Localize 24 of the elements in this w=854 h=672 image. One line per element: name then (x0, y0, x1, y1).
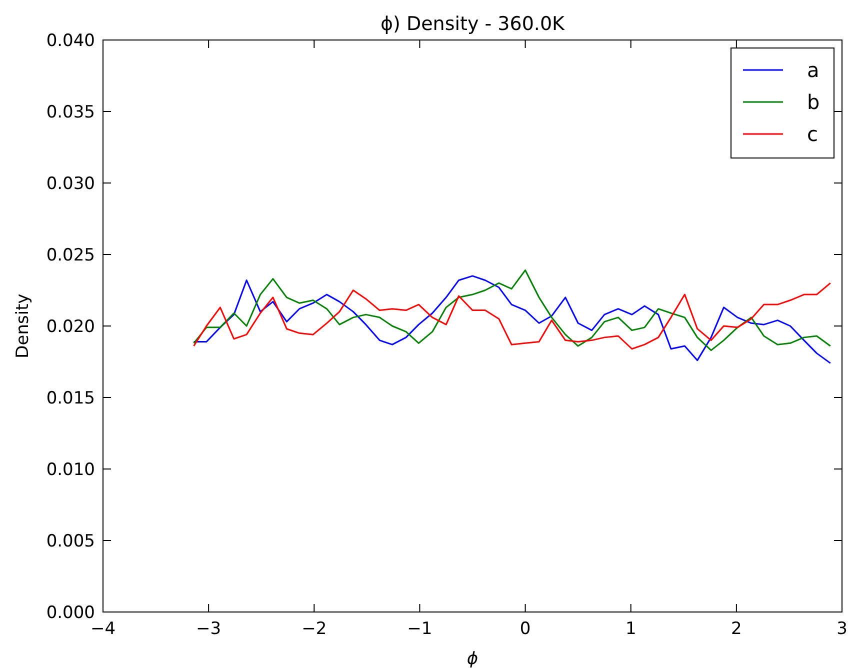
legend-label: c (807, 122, 818, 146)
y-tick-label: 0.025 (46, 245, 95, 266)
line-series (193, 269, 832, 352)
line-series (193, 282, 832, 350)
y-tick-label: 0.035 (46, 102, 95, 122)
y-tick-label: 0.005 (46, 531, 95, 552)
chart-title: ϕ) Density - 360.0K (380, 13, 566, 35)
x-tick-label: 1 (625, 619, 636, 639)
x-tick-label: −3 (196, 619, 222, 639)
x-axis-title: ϕ (466, 649, 478, 669)
y-tick-label: 0.030 (46, 174, 95, 194)
x-tick-label: 2 (731, 619, 742, 639)
x-tick-label: −1 (407, 619, 432, 639)
y-tick-label: 0.040 (46, 30, 95, 51)
line-series (193, 275, 832, 364)
y-tick-label: 0.015 (46, 388, 95, 408)
y-tick-label: 0.020 (46, 316, 95, 337)
x-tick-label: −2 (302, 619, 327, 639)
y-axis-title: Density (13, 294, 33, 358)
legend-label: a (807, 58, 820, 82)
y-tick-label: 0.010 (46, 460, 95, 480)
x-tick-label: 0 (520, 619, 531, 639)
x-tick-label: 3 (836, 619, 848, 639)
legend-label: b (807, 90, 820, 114)
